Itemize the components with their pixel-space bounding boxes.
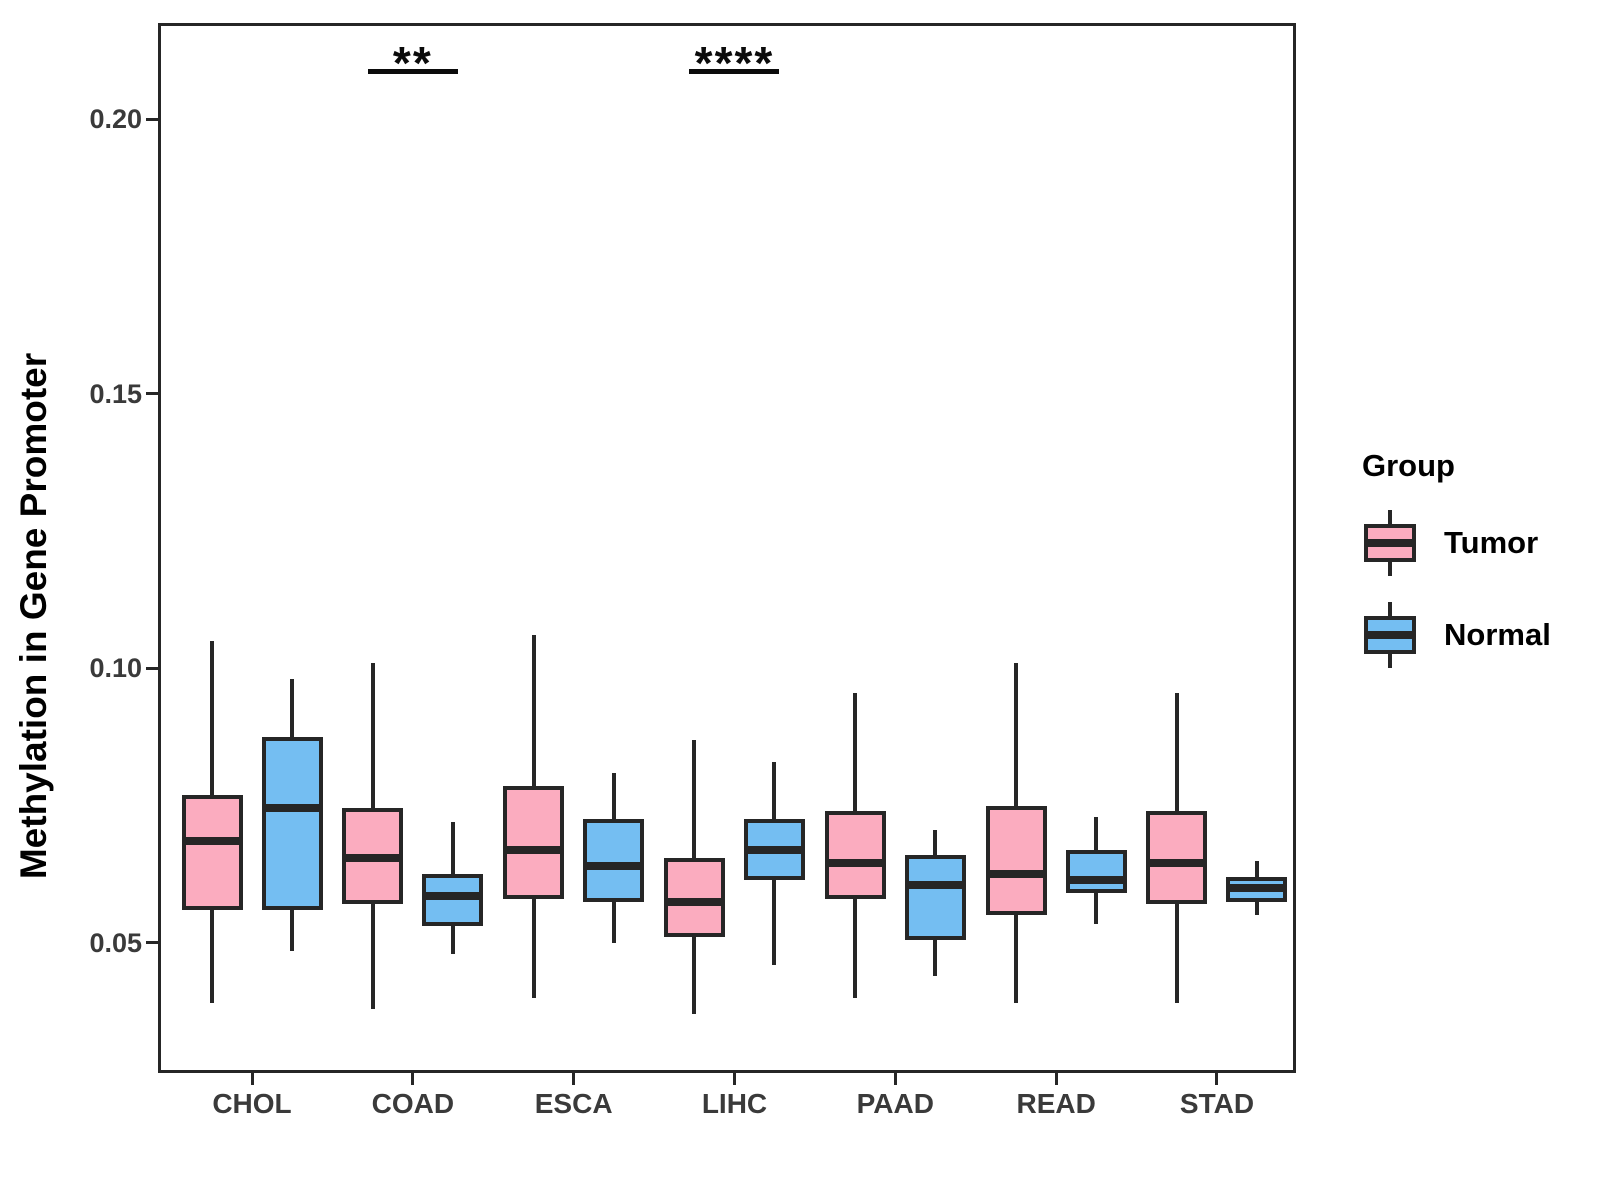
x-axis-tick-label: CHOL bbox=[212, 1088, 292, 1119]
y-axis-tick-label: 0.05 bbox=[89, 927, 142, 958]
legend-entries: Tumor Normal bbox=[1362, 510, 1551, 668]
normal-box-COAD bbox=[422, 874, 484, 927]
normal-median-STAD bbox=[1226, 884, 1288, 892]
normal-box-PAAD bbox=[904, 855, 966, 941]
y-axis-tick bbox=[146, 941, 158, 945]
y-axis-tick bbox=[146, 117, 158, 121]
x-axis-tick-label: READ bbox=[1016, 1088, 1096, 1119]
tumor-box-CHOL bbox=[181, 794, 243, 910]
tumor-box-READ bbox=[985, 805, 1047, 916]
tumor-box-PAAD bbox=[824, 811, 886, 899]
x-axis-tick bbox=[572, 1073, 576, 1085]
x-axis-tick-label: PAAD bbox=[856, 1088, 934, 1119]
x-axis-tick bbox=[250, 1073, 254, 1085]
significance-line-COAD bbox=[367, 69, 458, 74]
legend-key-median bbox=[1364, 539, 1416, 547]
normal-median-READ bbox=[1065, 875, 1127, 884]
tumor-median-ESCA bbox=[503, 845, 565, 854]
tumor-median-PAAD bbox=[824, 859, 886, 868]
y-axis-tick-label: 0.15 bbox=[89, 378, 142, 409]
tumor-median-READ bbox=[985, 870, 1047, 879]
x-axis-tick bbox=[1054, 1073, 1058, 1085]
legend-entry-normal: Normal bbox=[1362, 602, 1551, 668]
tumor-median-LIHC bbox=[663, 897, 725, 906]
tumor-box-STAD bbox=[1146, 811, 1208, 905]
significance-label-COAD: ** bbox=[392, 37, 433, 89]
legend-title: Group bbox=[1362, 448, 1455, 483]
y-axis-title: Methylation in Gene Promoter bbox=[13, 352, 54, 880]
x-axis-tick bbox=[732, 1073, 736, 1085]
x-axis-tick-label: ESCA bbox=[534, 1088, 613, 1119]
plot-panel bbox=[158, 23, 1296, 1073]
legend-item-label: Tumor bbox=[1444, 525, 1539, 560]
normal-median-LIHC bbox=[743, 845, 805, 854]
y-axis-tick bbox=[146, 666, 158, 670]
legend-key-normal-boxplot-icon bbox=[1362, 602, 1418, 668]
normal-median-ESCA bbox=[583, 862, 645, 871]
legend: Group Tumor Normal bbox=[1362, 448, 1551, 668]
normal-median-PAAD bbox=[904, 881, 966, 890]
tumor-median-COAD bbox=[342, 853, 404, 862]
tumor-median-STAD bbox=[1146, 859, 1208, 868]
x-axis-tick bbox=[1215, 1073, 1219, 1085]
normal-box-CHOL bbox=[261, 736, 323, 910]
x-axis-tick-label: LIHC bbox=[701, 1088, 768, 1119]
normal-median-COAD bbox=[422, 892, 484, 901]
x-axis-tick-label: COAD bbox=[371, 1088, 455, 1119]
tumor-box-ESCA bbox=[503, 786, 565, 899]
tumor-box-LIHC bbox=[663, 857, 725, 938]
x-axis-tick bbox=[411, 1073, 415, 1085]
normal-median-CHOL bbox=[261, 804, 323, 813]
y-axis-tick bbox=[146, 392, 158, 396]
legend-key-median bbox=[1364, 631, 1416, 639]
tumor-median-CHOL bbox=[181, 837, 243, 846]
normal-box-ESCA bbox=[583, 819, 645, 902]
significance-line-LIHC bbox=[689, 69, 780, 74]
y-axis-tick-label: 0.10 bbox=[89, 653, 142, 684]
normal-box-READ bbox=[1065, 849, 1127, 894]
legend-entry-tumor: Tumor bbox=[1362, 510, 1551, 576]
legend-item-label: Normal bbox=[1444, 617, 1551, 652]
y-axis-tick-label: 0.20 bbox=[89, 104, 142, 135]
x-axis-tick bbox=[893, 1073, 897, 1085]
x-axis-tick-label: STAD bbox=[1179, 1088, 1255, 1119]
significance-label-LIHC: **** bbox=[694, 37, 775, 89]
legend-key-tumor-boxplot-icon bbox=[1362, 510, 1418, 576]
